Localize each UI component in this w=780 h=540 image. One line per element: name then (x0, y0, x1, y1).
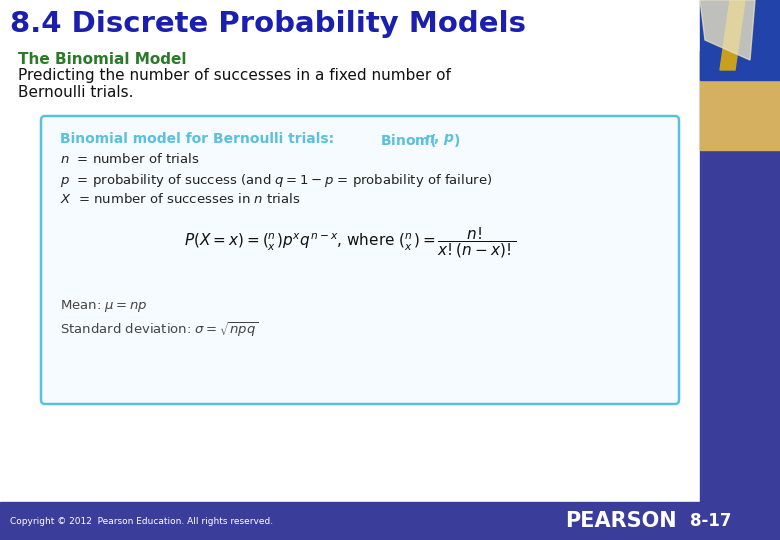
Polygon shape (720, 0, 745, 70)
Text: Binomial model for Bernoulli trials:: Binomial model for Bernoulli trials: (60, 132, 339, 146)
Text: Predicting the number of successes in a fixed number of: Predicting the number of successes in a … (18, 68, 451, 83)
Text: Mean: $\mu = np$: Mean: $\mu = np$ (60, 298, 147, 314)
Text: 8-17: 8-17 (690, 512, 732, 530)
Text: $\bfit{p}$: $\bfit{p}$ (443, 132, 455, 147)
Text: $X$  = number of successes in $n$ trials: $X$ = number of successes in $n$ trials (60, 192, 300, 206)
Text: $P(X=x) = \binom{n}{x}p^x q^{n-x}$, where $\binom{n}{x} = \dfrac{n!}{x!(n-x)!}$: $P(X=x) = \binom{n}{x}p^x q^{n-x}$, wher… (184, 225, 516, 260)
Text: Bernoulli trials.: Bernoulli trials. (18, 85, 133, 100)
Bar (0, 502, 780, 540)
Text: $p$  = probability of success (and $q = 1 - p$ = probability of failure): $p$ = probability of success (and $q = 1… (60, 172, 492, 189)
Text: $\mathbf{,\ }$: $\mathbf{,\ }$ (433, 132, 439, 146)
Polygon shape (700, 0, 755, 60)
Bar (0, 0, 700, 50)
Text: $\mathbf{Binom(}$: $\mathbf{Binom(}$ (380, 132, 437, 149)
Text: $\mathbf{)}$: $\mathbf{)}$ (453, 132, 460, 149)
Text: 8.4 Discrete Probability Models: 8.4 Discrete Probability Models (10, 10, 526, 38)
FancyBboxPatch shape (41, 116, 679, 404)
Text: The Binomial Model: The Binomial Model (18, 52, 186, 67)
Text: $\bfit{n}$: $\bfit{n}$ (424, 132, 435, 146)
Bar (700, 0, 780, 80)
Text: $n$  = number of trials: $n$ = number of trials (60, 152, 200, 166)
Bar (700, 0, 780, 150)
Text: Copyright © 2012  Pearson Education. All rights reserved.: Copyright © 2012 Pearson Education. All … (10, 516, 273, 525)
Text: PEARSON: PEARSON (565, 511, 676, 531)
Text: Standard deviation: $\sigma = \sqrt{npq}$: Standard deviation: $\sigma = \sqrt{npq}… (60, 320, 258, 339)
Bar (700, 0, 780, 540)
